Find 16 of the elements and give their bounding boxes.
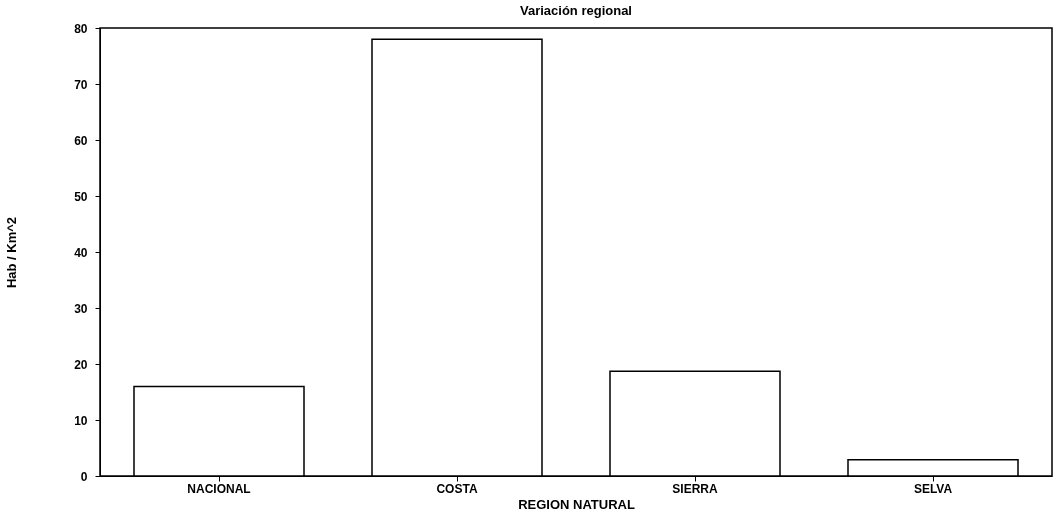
y-tick-label: 20 <box>74 357 88 372</box>
x-axis-title: REGION NATURAL <box>518 496 635 512</box>
x-tick-label: SIERRA <box>672 481 718 496</box>
y-tick-label: 60 <box>74 133 88 148</box>
y-tick-label: 10 <box>74 413 88 428</box>
y-tick-label: 40 <box>74 245 88 260</box>
x-tick-label: SELVA <box>913 481 953 496</box>
x-tick-label: COSTA <box>436 481 478 496</box>
y-tick-label: 30 <box>74 301 88 316</box>
x-tick-label: NACIONAL <box>187 481 251 496</box>
y-tick-label: 80 <box>74 21 88 36</box>
y-tick-label: 50 <box>74 189 88 204</box>
y-axis-title: Hab / Km^2 <box>4 216 20 289</box>
y-tick-label: 70 <box>74 77 88 92</box>
y-tick-label: 0 <box>80 469 88 484</box>
chart-title: Variación regional <box>520 3 632 18</box>
